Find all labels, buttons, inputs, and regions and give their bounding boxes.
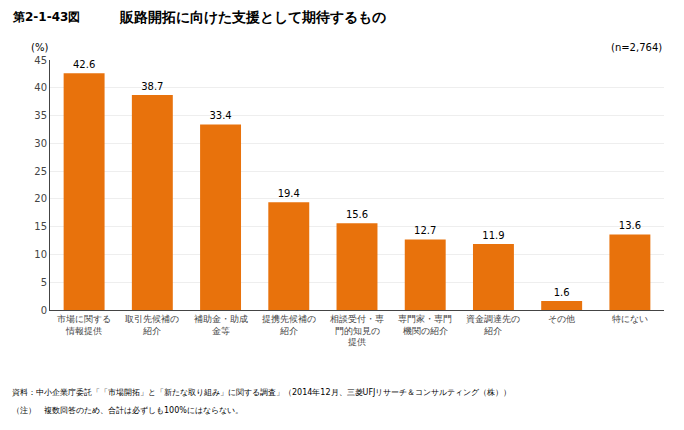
svg-text:専門家・専門機関の紹介: 専門家・専門機関の紹介: [398, 314, 452, 336]
svg-text:13.6: 13.6: [619, 220, 641, 231]
svg-text:第2-1-43図: 第2-1-43図: [12, 10, 80, 24]
svg-text:33.4: 33.4: [209, 110, 231, 121]
svg-text:0: 0: [41, 305, 47, 316]
svg-text:提携先候補の紹介: 提携先候補の紹介: [262, 314, 316, 336]
svg-text:販路開拓に向けた支援として期待するもの: 販路開拓に向けた支援として期待するもの: [119, 9, 386, 25]
svg-text:5: 5: [41, 277, 47, 288]
svg-text:12.7: 12.7: [414, 225, 436, 236]
svg-text:（注） 複数回答のため、合計は必ずしも100%にはならない。: （注） 複数回答のため、合計は必ずしも100%にはならない。: [12, 406, 243, 415]
svg-text:30: 30: [34, 138, 47, 149]
svg-text:25: 25: [34, 166, 47, 177]
svg-text:35: 35: [34, 110, 47, 121]
svg-text:補助金・助成金等: 補助金・助成金等: [194, 314, 248, 336]
svg-text:20: 20: [34, 193, 47, 204]
svg-text:38.7: 38.7: [141, 81, 163, 92]
svg-text:1.6: 1.6: [554, 287, 570, 298]
svg-text:15: 15: [34, 221, 47, 232]
svg-text:特にない: 特にない: [612, 314, 648, 324]
svg-text:40: 40: [34, 82, 47, 93]
svg-text:11.9: 11.9: [482, 230, 504, 241]
svg-text:10: 10: [34, 249, 47, 260]
svg-text:15.6: 15.6: [346, 209, 368, 220]
svg-text:その他: その他: [548, 314, 575, 324]
svg-text:(n=2,764): (n=2,764): [611, 42, 662, 53]
svg-text:(%): (%): [31, 42, 48, 53]
svg-text:資金調達先の紹介: 資金調達先の紹介: [466, 314, 520, 336]
svg-text:相談受付・専門的知見の提供: 相談受付・専門的知見の提供: [330, 314, 384, 347]
svg-text:取引先候補の紹介: 取引先候補の紹介: [125, 314, 179, 336]
svg-text:19.4: 19.4: [278, 188, 300, 199]
svg-text:資料：中小企業庁委託「「市場開拓」と「新たな取り組み」に関す: 資料：中小企業庁委託「「市場開拓」と「新たな取り組み」に関する調査」（2014年…: [12, 388, 511, 397]
svg-text:市場に関する情報提供: 市場に関する情報提供: [57, 314, 111, 336]
svg-text:42.6: 42.6: [73, 59, 95, 70]
svg-text:45: 45: [34, 55, 47, 66]
